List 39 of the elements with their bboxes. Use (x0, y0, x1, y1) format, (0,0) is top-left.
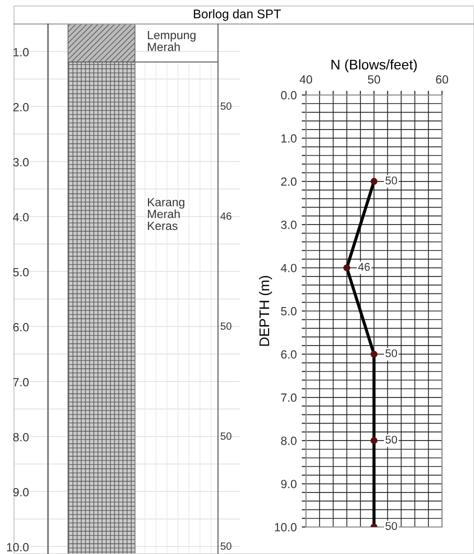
y-tick-label: 5.0 (281, 307, 297, 316)
y-tick-label: 3.0 (13, 158, 29, 166)
y-tick-label: 10.0 (274, 523, 297, 532)
y-tick-label: 1.0 (14, 48, 29, 56)
y-tick-label: 4.0 (12, 213, 29, 222)
y-tick-label: 2.0 (281, 177, 297, 186)
y-tick-label: 7.0 (281, 393, 297, 402)
y-tick-label: 10.0 (7, 543, 29, 552)
x-tick-label: 60 (436, 75, 448, 84)
data-label: 46 (220, 212, 232, 220)
y-tick-label: 0.0 (281, 91, 297, 100)
y-tick-label: 6.0 (13, 323, 29, 332)
y-tick-label: 8.0 (13, 433, 29, 442)
y-tick-label: 9.0 (13, 488, 29, 496)
annotation: Karang Merah Keras (148, 198, 184, 230)
text: Lempung Merah (148, 31, 196, 52)
y-axis-title: DEPTH (m) (259, 276, 272, 346)
data-label: 46 (358, 262, 370, 271)
data-label: 50 (386, 176, 398, 184)
y-tick-label: 5.0 (13, 268, 29, 276)
y-tick-label: 4.0 (280, 264, 297, 272)
data-label: 50 (220, 432, 232, 440)
data-label: 50 (220, 102, 232, 110)
x-tick-label: 40 (300, 75, 312, 84)
y-tick-label: 9.0 (281, 480, 297, 488)
y-tick-label: 1.0 (281, 134, 297, 143)
x-tick-label: 50 (368, 75, 380, 84)
y-tick-label: 8.0 (281, 436, 297, 445)
y-tick-label: 3.0 (281, 220, 297, 229)
data-label: 50 (386, 522, 398, 530)
y-tick-label: 6.0 (281, 350, 297, 359)
data-label: 50 (220, 322, 232, 330)
x-axis-title: N (Blows/feet) (332, 59, 417, 72)
y-tick-label: 2.0 (13, 103, 29, 112)
data-label: 50 (386, 436, 398, 444)
data-label: 50 (220, 542, 232, 550)
data-label: 50 (386, 349, 398, 358)
y-tick-label: 7.0 (13, 378, 29, 386)
chart-title: Borlog dan SPT (194, 9, 281, 21)
